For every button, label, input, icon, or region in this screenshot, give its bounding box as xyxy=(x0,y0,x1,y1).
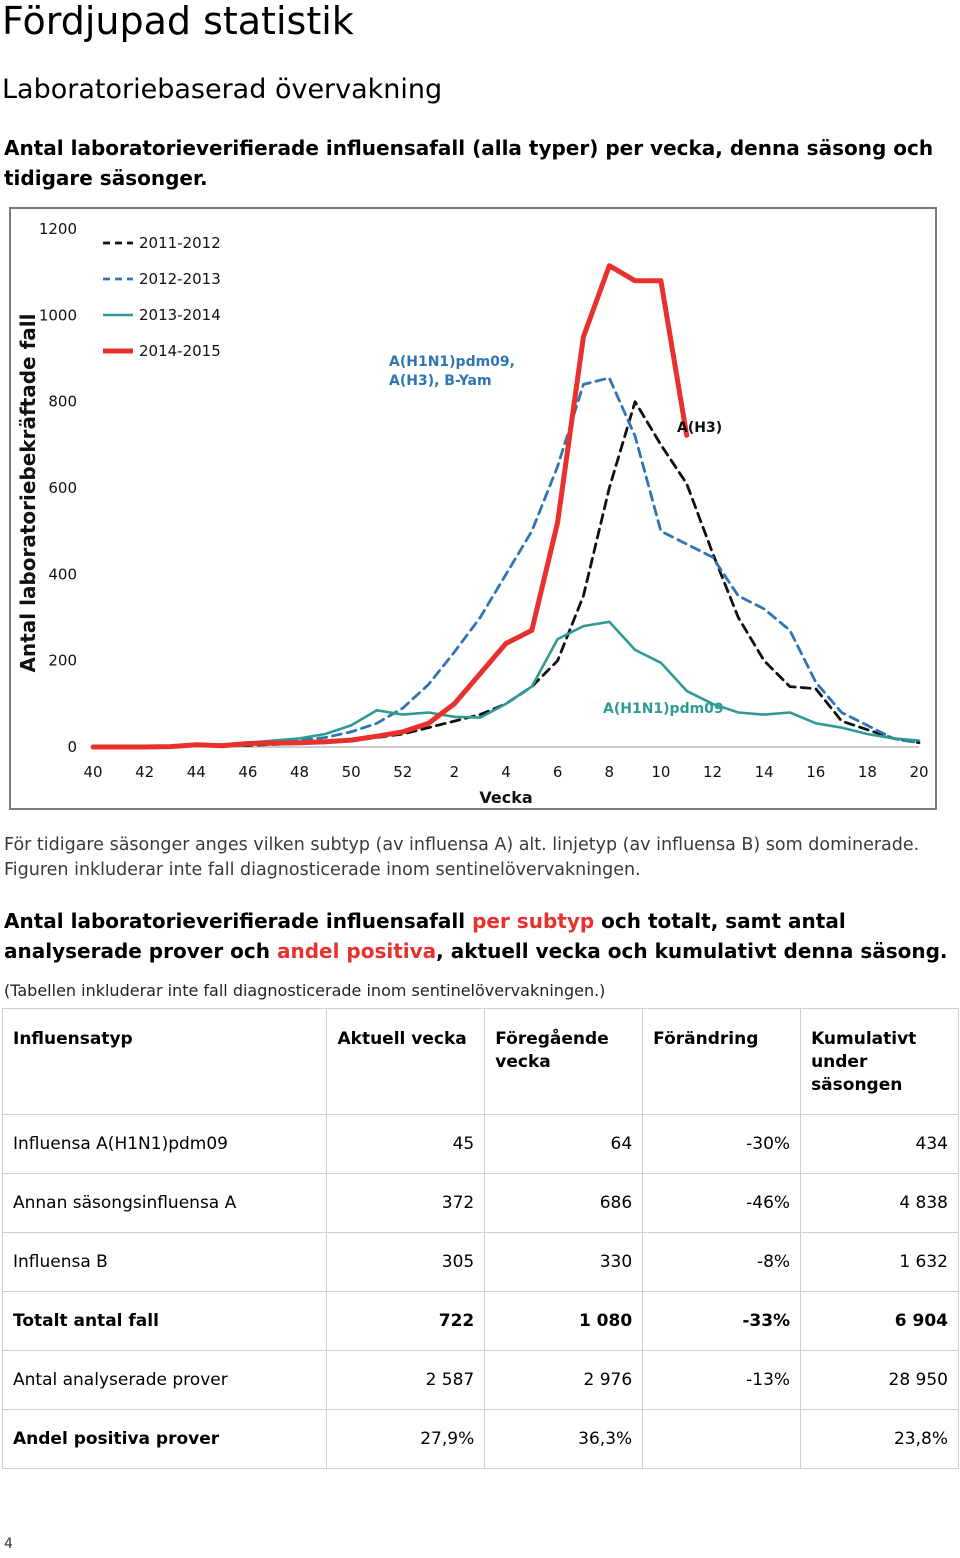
table-row: Influensa A(H1N1)pdm09 45 64 -30% 434 xyxy=(1,1114,959,1174)
x-tick-label: 52 xyxy=(393,763,412,781)
x-tick-label: 20 xyxy=(909,763,928,781)
legend-label: 2012-2013 xyxy=(139,270,221,288)
x-tick-label: 16 xyxy=(806,763,825,781)
x-tick-label: 40 xyxy=(83,763,102,781)
cell-forandring: -13% xyxy=(642,1350,802,1410)
x-tick-label: 2 xyxy=(450,763,460,781)
cell-kumulativt: 6 904 xyxy=(800,1291,959,1351)
table-heading: Antal laboratorieverifierade influensafa… xyxy=(4,906,956,966)
cell-aktuell: 372 xyxy=(326,1173,486,1233)
x-tick-label: 6 xyxy=(553,763,563,781)
x-tick-label: 44 xyxy=(187,763,206,781)
chart-note-line1: För tidigare säsonger anges vilken subty… xyxy=(4,835,920,855)
table-row: Annan säsongsinfluensa A 372 686 -46% 4 838 xyxy=(1,1173,959,1233)
page-title: Fördjupad statistik xyxy=(2,0,354,43)
x-tick-label: 48 xyxy=(290,763,309,781)
cell-label: Antal analyserade prover xyxy=(1,1350,328,1410)
cell-aktuell: 305 xyxy=(326,1232,486,1292)
cell-label: Andel positiva prover xyxy=(1,1409,328,1469)
page-number: 4 xyxy=(4,1536,13,1552)
table-heading-part-a: Antal laboratorieverifierade influensafa… xyxy=(4,909,473,933)
table-row: Influensa B 305 330 -8% 1 632 xyxy=(1,1232,959,1292)
cell-kumulativt: 23,8% xyxy=(800,1409,959,1469)
x-axis-title: Vecka xyxy=(479,788,532,807)
x-tick-label: 12 xyxy=(703,763,722,781)
cell-kumulativt: 4 838 xyxy=(800,1173,959,1233)
cell-aktuell: 27,9% xyxy=(326,1409,486,1469)
y-tick-label: 200 xyxy=(48,652,77,670)
cell-foregaende: 64 xyxy=(484,1114,644,1174)
cell-label: Influensa A(H1N1)pdm09 xyxy=(1,1114,328,1174)
cell-label: Totalt antal fall xyxy=(1,1291,328,1351)
cell-forandring: -30% xyxy=(642,1114,802,1174)
x-tick-label: 14 xyxy=(755,763,774,781)
table-row: Antal analyserade prover 2 587 2 976 -13% 28… xyxy=(1,1350,959,1410)
cell-foregaende: 686 xyxy=(484,1173,644,1233)
cell-foregaende: 36,3% xyxy=(484,1409,644,1469)
x-tick-label: 42 xyxy=(135,763,154,781)
header-influensatyp: Influensatyp xyxy=(1,1008,328,1115)
header-kumulativt: Kumulativt under säsongen xyxy=(800,1008,959,1115)
y-tick-label: 600 xyxy=(48,479,77,497)
table-heading-part-e: , aktuell vecka och kumulativt denna säs… xyxy=(436,939,948,963)
chart-note-line2: Figuren inkluderar inte fall diagnostice… xyxy=(4,860,641,880)
legend-label: 2011-2012 xyxy=(139,234,221,252)
y-axis-title: Antal laboratoriebekräftade fall xyxy=(16,314,40,673)
cell-kumulativt: 1 632 xyxy=(800,1232,959,1292)
influenza-stats-table: Influensatyp Aktuell vecka Föregående ve… xyxy=(1,1008,959,1469)
table-header-row: Influensatyp Aktuell vecka Föregående ve… xyxy=(1,1008,959,1115)
table-heading-per-subtyp: per subtyp xyxy=(472,909,595,933)
annotation-label: A(H1N1)pdm09, xyxy=(389,354,515,370)
y-tick-label: 1200 xyxy=(39,220,77,238)
x-tick-label: 8 xyxy=(604,763,614,781)
y-tick-label: 0 xyxy=(67,738,77,756)
cell-kumulativt: 28 950 xyxy=(800,1350,959,1410)
cell-aktuell: 722 xyxy=(326,1291,486,1351)
chart-note: För tidigare säsonger anges vilken subty… xyxy=(4,833,954,883)
annotation-label: A(H3), B-Yam xyxy=(389,373,492,389)
cell-forandring: -8% xyxy=(642,1232,802,1292)
x-tick-label: 46 xyxy=(238,763,257,781)
cell-label: Influensa B xyxy=(1,1232,328,1292)
cell-foregaende: 2 976 xyxy=(484,1350,644,1410)
header-foregaende-vecka: Föregående vecka xyxy=(484,1008,644,1115)
y-tick-label: 800 xyxy=(48,393,77,411)
table-subnote: (Tabellen inkluderar inte fall diagnosti… xyxy=(4,981,606,1000)
y-tick-label: 1000 xyxy=(39,306,77,324)
table-heading-part-c: och totalt, samt antal analyserade prove… xyxy=(4,909,846,963)
cell-forandring: -33% xyxy=(642,1291,802,1351)
chart-intro: Antal laboratorieverifierade influensafa… xyxy=(4,136,934,190)
legend-label: 2014-2015 xyxy=(139,342,221,360)
x-tick-label: 4 xyxy=(501,763,511,781)
series-line-2014-2015 xyxy=(90,263,690,750)
annotation-label: A(H3) xyxy=(677,420,722,436)
cell-kumulativt: 434 xyxy=(800,1114,959,1174)
cell-foregaende: 1 080 xyxy=(484,1291,644,1351)
legend-label: 2013-2014 xyxy=(139,306,221,324)
x-tick-label: 18 xyxy=(858,763,877,781)
x-tick-label: 50 xyxy=(342,763,361,781)
annotation-label: A(H1N1)pdm09 xyxy=(603,701,724,717)
table-row: Andel positiva prover 27,9% 36,3% 23,8% xyxy=(1,1409,959,1469)
y-tick-label: 400 xyxy=(48,565,77,583)
cell-foregaende: 330 xyxy=(484,1232,644,1292)
table-heading-andel-positiva: andel positiva xyxy=(276,939,437,963)
cell-label: Annan säsongsinfluensa A xyxy=(1,1173,328,1233)
cell-aktuell: 45 xyxy=(326,1114,486,1174)
cell-forandring: -46% xyxy=(642,1173,802,1233)
cell-aktuell: 2 587 xyxy=(326,1350,486,1410)
cell-forandring xyxy=(642,1409,802,1469)
header-aktuell-vecka: Aktuell vecka xyxy=(326,1008,486,1115)
table-row: Totalt antal fall 722 1 080 -33% 6 904 xyxy=(1,1291,959,1351)
x-tick-label: 10 xyxy=(651,763,670,781)
page-subtitle: Laboratoriebaserad övervakning xyxy=(2,74,443,105)
series-line-2012-2013 xyxy=(91,376,921,749)
header-forandring: Förändring xyxy=(642,1008,802,1115)
chart-frame: 0 200 400 600 800 1000 1200 40 42 44 46 48 50 52 2 4 6 8 1… xyxy=(9,207,937,810)
